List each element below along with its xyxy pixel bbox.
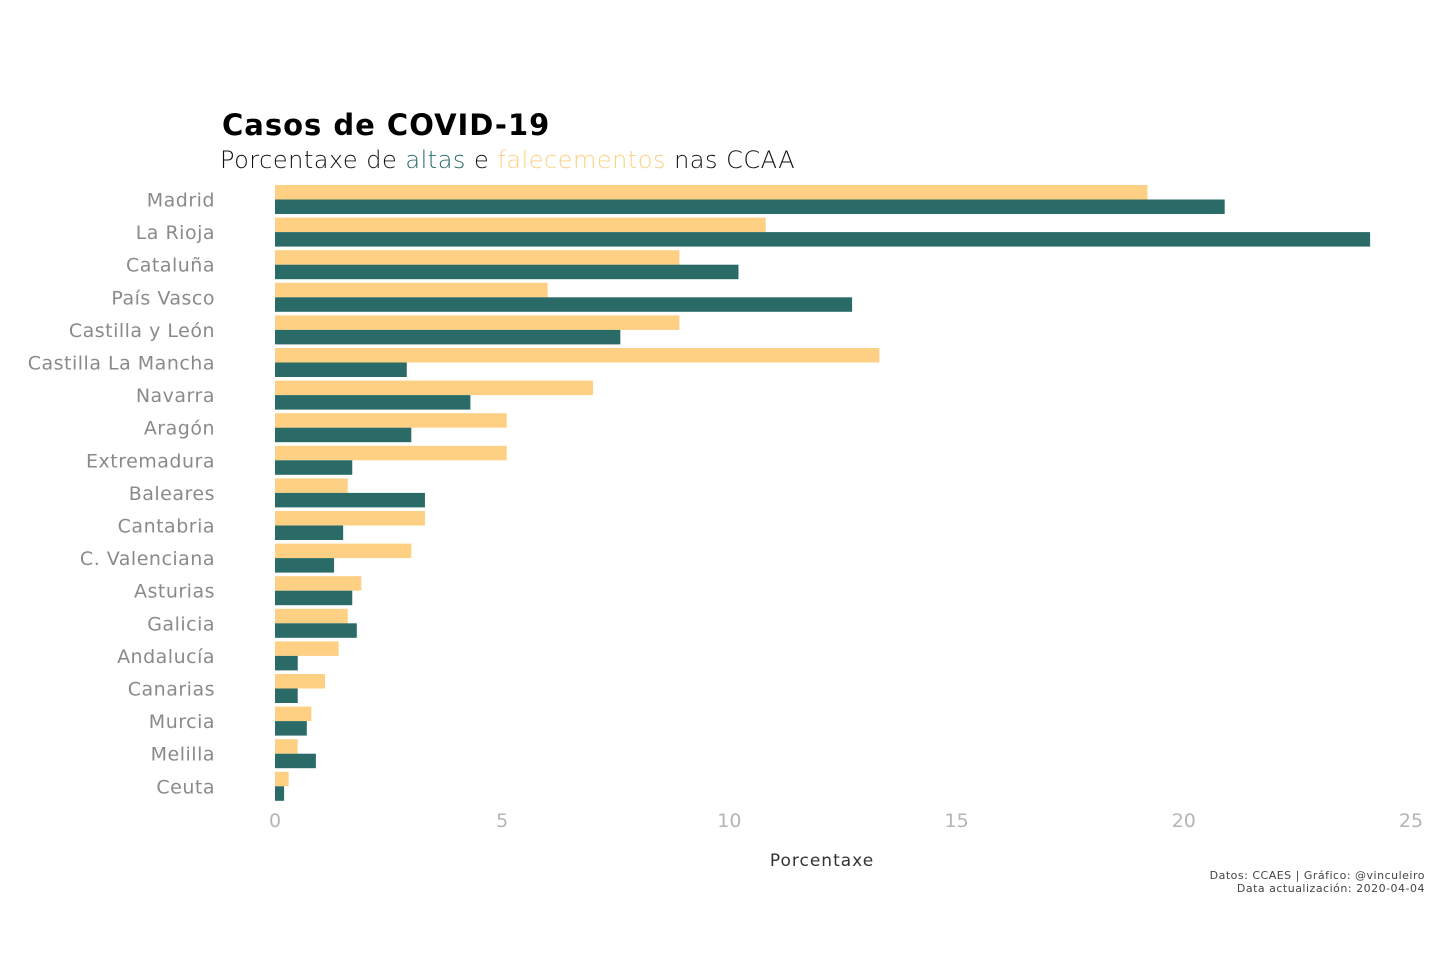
bar-falecementos-12 — [275, 576, 362, 591]
category-label-0: Madrid — [147, 190, 215, 212]
bar-altas-5 — [275, 362, 407, 377]
bar-altas-9 — [275, 492, 425, 508]
caption-date: Data actualización: 2020-04-04 — [1237, 882, 1425, 895]
bar-altas-1 — [275, 232, 1371, 247]
subtitle-part-1: Porcentaxe de — [220, 146, 405, 174]
x-tick-label-4: 20 — [1172, 810, 1196, 832]
bar-falecementos-3 — [275, 282, 548, 298]
bar-altas-14 — [275, 655, 298, 671]
bar-altas-18 — [275, 786, 285, 801]
x-axis-title: Porcentaxe — [770, 851, 874, 871]
bar-altas-11 — [275, 558, 335, 573]
chart-title: Casos de COVID-19 — [222, 108, 550, 142]
x-tick-label-1: 5 — [496, 810, 508, 832]
subtitle-falecementos: falecementos — [497, 146, 666, 174]
bar-falecementos-10 — [275, 511, 425, 526]
bar-altas-7 — [275, 427, 412, 443]
category-label-12: Asturias — [134, 581, 215, 603]
bar-falecementos-14 — [275, 641, 339, 656]
bar-altas-13 — [275, 623, 357, 638]
x-tick-label-0: 0 — [269, 810, 281, 832]
category-label-11: C. Valenciana — [80, 548, 215, 570]
subtitle-part-5: nas CCAA — [666, 146, 795, 174]
category-label-18: Ceuta — [156, 776, 215, 798]
category-label-15: Canarias — [128, 679, 215, 701]
category-labels: Madrid La Rioja Cataluña País Vasco Castilla… — [28, 190, 215, 799]
caption-source: Datos: CCAES | Gráfico: @vinculeiro — [1210, 869, 1425, 882]
category-label-4: Castilla y León — [69, 320, 215, 342]
bar-falecementos-13 — [275, 608, 348, 624]
bar-falecementos-15 — [275, 674, 325, 689]
bar-altas-16 — [275, 721, 307, 736]
subtitle-altas: altas — [405, 146, 466, 174]
bar-falecementos-8 — [275, 445, 507, 461]
bar-altas-8 — [275, 460, 353, 475]
x-axis-ticks: 0 5 10 15 20 25 — [269, 810, 1423, 832]
bar-falecementos-5 — [275, 348, 880, 363]
category-label-9: Baleares — [129, 483, 215, 505]
category-label-10: Cantabria — [118, 516, 215, 538]
category-label-13: Galicia — [147, 613, 215, 635]
bar-falecementos-11 — [275, 543, 412, 559]
category-label-2: Cataluña — [126, 255, 215, 277]
bar-altas-0 — [275, 199, 1225, 214]
bar-altas-3 — [275, 297, 853, 312]
bar-falecementos-9 — [275, 478, 348, 493]
category-label-7: Aragón — [144, 418, 215, 440]
category-label-3: País Vasco — [111, 287, 215, 309]
bar-altas-2 — [275, 264, 739, 280]
bar-altas-6 — [275, 395, 471, 410]
x-tick-label-3: 15 — [945, 810, 969, 832]
bar-falecementos-18 — [275, 771, 289, 787]
category-label-6: Navarra — [136, 385, 215, 407]
bar-altas-17 — [275, 753, 316, 769]
bar-falecementos-4 — [275, 315, 680, 330]
category-label-17: Melilla — [151, 744, 215, 766]
category-label-5: Castilla La Mancha — [28, 353, 215, 375]
subtitle-part-3: e — [466, 146, 498, 174]
bars-group — [275, 185, 1371, 801]
bar-altas-12 — [275, 590, 353, 606]
category-label-8: Extremadura — [86, 450, 215, 472]
bar-falecementos-6 — [275, 380, 594, 396]
x-tick-label-2: 10 — [717, 810, 741, 832]
bar-altas-4 — [275, 329, 621, 345]
category-label-1: La Rioja — [136, 222, 215, 244]
bar-falecementos-7 — [275, 413, 507, 428]
category-label-16: Murcia — [149, 711, 215, 733]
x-tick-label-5: 25 — [1399, 810, 1423, 832]
bar-falecementos-1 — [275, 217, 766, 233]
bar-falecementos-17 — [275, 739, 298, 754]
bar-falecementos-2 — [275, 250, 680, 265]
bar-falecementos-0 — [275, 185, 1148, 200]
bar-altas-15 — [275, 688, 298, 703]
chart-subtitle: Porcentaxe de altas e falecementos nas C… — [220, 146, 795, 174]
bar-falecementos-16 — [275, 706, 312, 722]
category-label-14: Andalucía — [117, 646, 215, 668]
bar-altas-10 — [275, 525, 344, 540]
